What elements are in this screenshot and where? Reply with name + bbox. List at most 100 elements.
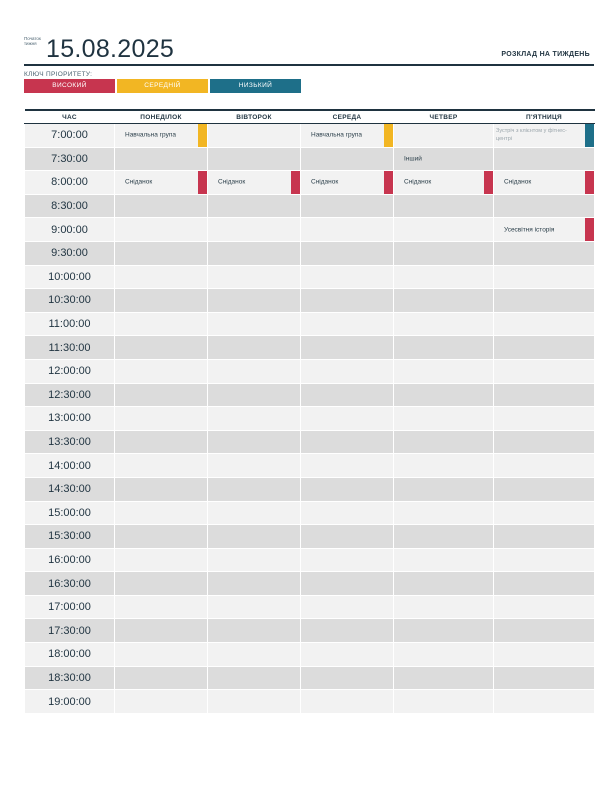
schedule-cell-monday[interactable]: Сніданок [114,170,208,195]
schedule-cell-monday[interactable] [114,524,208,549]
schedule-cell-wednesday[interactable] [300,642,394,667]
schedule-cell-friday[interactable] [493,689,595,714]
schedule-cell-thursday[interactable] [393,524,494,549]
schedule-cell-monday[interactable] [114,476,208,502]
schedule-cell-friday[interactable] [493,594,595,620]
event-entry[interactable]: Навчальна група [301,124,393,147]
event-entry[interactable]: Усесвітня історія [494,218,594,241]
schedule-cell-tuesday[interactable] [207,382,301,408]
schedule-cell-wednesday[interactable] [300,547,394,573]
schedule-cell-wednesday[interactable] [300,429,394,455]
schedule-cell-monday[interactable] [114,217,208,242]
schedule-cell-wednesday[interactable] [300,618,394,644]
schedule-cell-tuesday[interactable] [207,453,301,478]
schedule-cell-monday[interactable] [114,358,208,384]
schedule-cell-wednesday[interactable] [300,146,394,172]
schedule-cell-wednesday[interactable] [300,406,394,431]
schedule-cell-thursday[interactable] [393,288,494,313]
schedule-cell-wednesday[interactable] [300,665,394,691]
schedule-cell-wednesday[interactable] [300,382,394,408]
schedule-cell-friday[interactable] [493,453,595,478]
event-entry[interactable]: Сніданок [115,171,207,194]
schedule-cell-monday[interactable] [114,406,208,431]
schedule-cell-friday[interactable] [493,524,595,549]
schedule-cell-monday[interactable] [114,146,208,172]
schedule-cell-monday[interactable] [114,429,208,455]
schedule-cell-friday[interactable] [493,618,595,644]
schedule-cell-monday[interactable]: Навчальна група [114,123,208,148]
schedule-cell-monday[interactable] [114,453,208,478]
schedule-cell-thursday[interactable]: Інший [393,146,494,172]
schedule-cell-wednesday[interactable] [300,524,394,549]
schedule-cell-wednesday[interactable] [300,594,394,620]
schedule-cell-tuesday[interactable] [207,288,301,313]
schedule-cell-friday[interactable]: Сніданок [493,170,595,195]
schedule-cell-monday[interactable] [114,288,208,313]
schedule-cell-thursday[interactable] [393,453,494,478]
schedule-cell-friday[interactable]: Зустріч з клієнтом у фітнес-центрі [493,123,595,148]
schedule-cell-tuesday[interactable] [207,594,301,620]
event-entry[interactable]: Сніданок [394,171,493,194]
schedule-cell-tuesday[interactable] [207,240,301,266]
schedule-cell-friday[interactable] [493,429,595,455]
schedule-cell-wednesday[interactable]: Навчальна група [300,123,394,148]
schedule-cell-wednesday[interactable] [300,476,394,502]
schedule-cell-tuesday[interactable] [207,642,301,667]
event-entry[interactable]: Сніданок [208,171,300,194]
schedule-cell-wednesday[interactable] [300,453,394,478]
schedule-cell-thursday[interactable] [393,571,494,596]
schedule-cell-friday[interactable] [493,500,595,526]
schedule-cell-monday[interactable] [114,618,208,644]
schedule-cell-monday[interactable] [114,547,208,573]
schedule-cell-thursday[interactable] [393,406,494,431]
schedule-cell-wednesday[interactable] [300,217,394,242]
schedule-cell-wednesday[interactable] [300,335,394,360]
schedule-cell-friday[interactable] [493,146,595,172]
schedule-cell-friday[interactable] [493,358,595,384]
event-entry[interactable]: Зустріч з клієнтом у фітнес-центрі [494,124,594,147]
schedule-cell-tuesday[interactable] [207,335,301,360]
schedule-cell-friday[interactable] [493,642,595,667]
schedule-cell-monday[interactable] [114,689,208,714]
schedule-cell-monday[interactable] [114,193,208,219]
schedule-cell-thursday[interactable] [393,193,494,219]
schedule-cell-thursday[interactable]: Сніданок [393,170,494,195]
schedule-cell-thursday[interactable] [393,618,494,644]
schedule-cell-monday[interactable] [114,594,208,620]
schedule-cell-tuesday[interactable] [207,358,301,384]
schedule-cell-monday[interactable] [114,240,208,266]
schedule-cell-thursday[interactable] [393,123,494,148]
schedule-cell-tuesday[interactable] [207,193,301,219]
schedule-cell-tuesday[interactable] [207,311,301,337]
schedule-cell-tuesday[interactable] [207,217,301,242]
schedule-cell-wednesday[interactable] [300,358,394,384]
schedule-cell-tuesday[interactable]: Сніданок [207,170,301,195]
schedule-cell-thursday[interactable] [393,335,494,360]
schedule-cell-tuesday[interactable] [207,123,301,148]
schedule-cell-wednesday[interactable] [300,500,394,526]
schedule-cell-friday[interactable] [493,547,595,573]
schedule-cell-thursday[interactable] [393,594,494,620]
schedule-cell-wednesday[interactable]: Сніданок [300,170,394,195]
schedule-cell-tuesday[interactable] [207,406,301,431]
schedule-cell-wednesday[interactable] [300,571,394,596]
schedule-cell-monday[interactable] [114,642,208,667]
schedule-cell-monday[interactable] [114,311,208,337]
schedule-cell-monday[interactable] [114,665,208,691]
schedule-cell-thursday[interactable] [393,429,494,455]
schedule-cell-monday[interactable] [114,335,208,360]
schedule-cell-friday[interactable] [493,240,595,266]
schedule-cell-thursday[interactable] [393,264,494,290]
schedule-cell-tuesday[interactable] [207,689,301,714]
schedule-cell-tuesday[interactable] [207,476,301,502]
schedule-cell-friday[interactable] [493,665,595,691]
schedule-cell-monday[interactable] [114,571,208,596]
schedule-cell-tuesday[interactable] [207,146,301,172]
event-entry[interactable]: Сніданок [494,171,594,194]
schedule-cell-thursday[interactable] [393,382,494,408]
schedule-cell-wednesday[interactable] [300,264,394,290]
event-entry[interactable]: Сніданок [301,171,393,194]
schedule-cell-thursday[interactable] [393,217,494,242]
event-entry[interactable]: Інший [394,148,493,171]
schedule-cell-tuesday[interactable] [207,618,301,644]
